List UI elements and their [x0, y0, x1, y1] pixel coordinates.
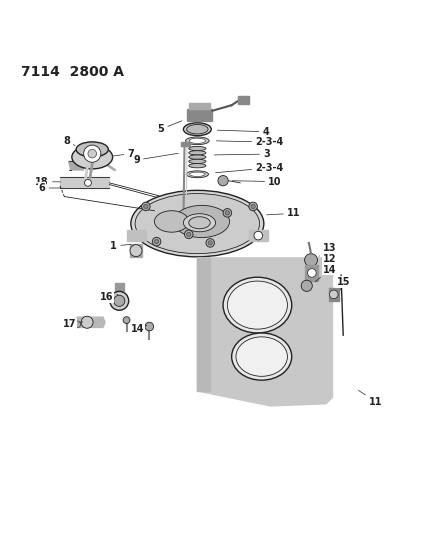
- Ellipse shape: [227, 281, 287, 329]
- Circle shape: [187, 232, 191, 237]
- Circle shape: [305, 254, 317, 266]
- Ellipse shape: [72, 146, 112, 169]
- Circle shape: [110, 292, 129, 310]
- Circle shape: [206, 239, 214, 247]
- Ellipse shape: [186, 171, 208, 177]
- Ellipse shape: [189, 217, 210, 229]
- Ellipse shape: [184, 214, 216, 232]
- Circle shape: [114, 295, 125, 306]
- Ellipse shape: [76, 142, 108, 157]
- Ellipse shape: [184, 123, 211, 136]
- Circle shape: [152, 237, 161, 246]
- Text: 14: 14: [315, 264, 336, 282]
- Ellipse shape: [190, 172, 205, 176]
- Circle shape: [254, 231, 263, 240]
- Text: 16: 16: [100, 292, 118, 302]
- Polygon shape: [329, 288, 339, 301]
- Circle shape: [223, 208, 232, 217]
- Text: 3: 3: [214, 149, 270, 159]
- Circle shape: [81, 316, 93, 328]
- Ellipse shape: [131, 190, 264, 257]
- Circle shape: [74, 321, 81, 328]
- Polygon shape: [69, 161, 84, 170]
- Text: 11: 11: [358, 390, 382, 407]
- Circle shape: [85, 180, 91, 186]
- Polygon shape: [127, 230, 146, 241]
- Ellipse shape: [154, 211, 189, 232]
- Text: 2-3-4: 2-3-4: [216, 137, 284, 147]
- Circle shape: [329, 290, 338, 298]
- Polygon shape: [130, 244, 142, 257]
- Circle shape: [88, 149, 97, 158]
- Text: 11: 11: [266, 208, 301, 219]
- Text: 18: 18: [35, 176, 61, 187]
- Polygon shape: [181, 142, 190, 147]
- Circle shape: [308, 269, 316, 277]
- Circle shape: [301, 280, 312, 292]
- Circle shape: [123, 317, 130, 324]
- Polygon shape: [197, 258, 332, 406]
- Text: 15: 15: [336, 277, 350, 290]
- Circle shape: [208, 241, 212, 245]
- Polygon shape: [115, 283, 124, 292]
- Polygon shape: [197, 258, 210, 391]
- Text: 7: 7: [113, 149, 134, 159]
- Circle shape: [251, 204, 255, 208]
- Polygon shape: [305, 265, 318, 281]
- Ellipse shape: [189, 159, 206, 164]
- Polygon shape: [249, 230, 268, 241]
- Circle shape: [84, 145, 101, 162]
- Ellipse shape: [186, 137, 209, 144]
- Circle shape: [184, 230, 193, 239]
- Circle shape: [249, 202, 257, 211]
- Ellipse shape: [189, 151, 206, 155]
- Text: 17: 17: [63, 319, 83, 329]
- Ellipse shape: [189, 138, 205, 143]
- Text: 14: 14: [130, 324, 147, 334]
- Text: 13: 13: [319, 244, 336, 256]
- Text: 12: 12: [323, 254, 336, 269]
- Ellipse shape: [223, 277, 292, 333]
- Ellipse shape: [189, 147, 206, 151]
- Polygon shape: [189, 103, 210, 109]
- Polygon shape: [238, 96, 249, 104]
- Circle shape: [154, 239, 159, 244]
- Ellipse shape: [174, 205, 230, 238]
- Ellipse shape: [189, 155, 206, 159]
- Polygon shape: [60, 177, 109, 188]
- Polygon shape: [101, 161, 116, 170]
- Ellipse shape: [189, 164, 206, 168]
- Text: 2-3-4: 2-3-4: [215, 163, 284, 173]
- Text: 5: 5: [157, 121, 182, 134]
- Text: 9: 9: [133, 154, 178, 165]
- Text: 10: 10: [232, 176, 282, 187]
- Circle shape: [130, 245, 142, 256]
- Ellipse shape: [236, 337, 287, 376]
- Circle shape: [218, 175, 228, 186]
- Circle shape: [145, 322, 154, 331]
- Text: 8: 8: [63, 136, 75, 146]
- Circle shape: [142, 202, 150, 211]
- Ellipse shape: [187, 125, 208, 134]
- Polygon shape: [187, 109, 212, 120]
- Text: 1: 1: [110, 241, 131, 251]
- Ellipse shape: [232, 333, 292, 380]
- Circle shape: [144, 204, 148, 208]
- Polygon shape: [77, 317, 105, 327]
- Text: 6: 6: [39, 183, 61, 193]
- Circle shape: [225, 211, 230, 215]
- Text: 7114  2800 A: 7114 2800 A: [21, 65, 124, 79]
- Ellipse shape: [135, 193, 260, 254]
- Text: 4: 4: [217, 127, 269, 137]
